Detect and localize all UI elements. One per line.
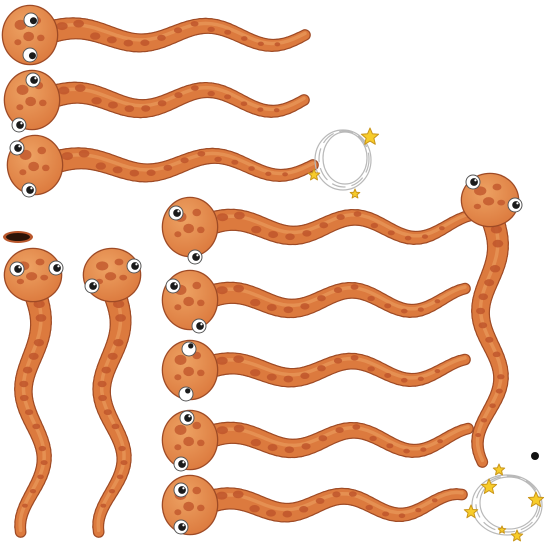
dizzy-stars-effect-2 <box>463 452 545 542</box>
snake-sprite-6 <box>161 339 471 402</box>
snake-sprite-4 <box>161 196 476 265</box>
snake-sprite-11 <box>460 172 523 468</box>
burrow-hole <box>3 231 33 243</box>
snake-sprite-10 <box>82 247 142 538</box>
snake-sprite-3 <box>6 134 319 198</box>
dizzy-stars-effect-1 <box>307 127 380 199</box>
snake-sprite-9 <box>3 247 64 538</box>
snake-sprite-2 <box>3 69 310 133</box>
snake-sprite-8 <box>161 474 468 536</box>
snake-sprite-7 <box>161 409 474 472</box>
snake-sprite-5 <box>161 269 471 334</box>
snake-sprite-1 <box>1 4 311 66</box>
